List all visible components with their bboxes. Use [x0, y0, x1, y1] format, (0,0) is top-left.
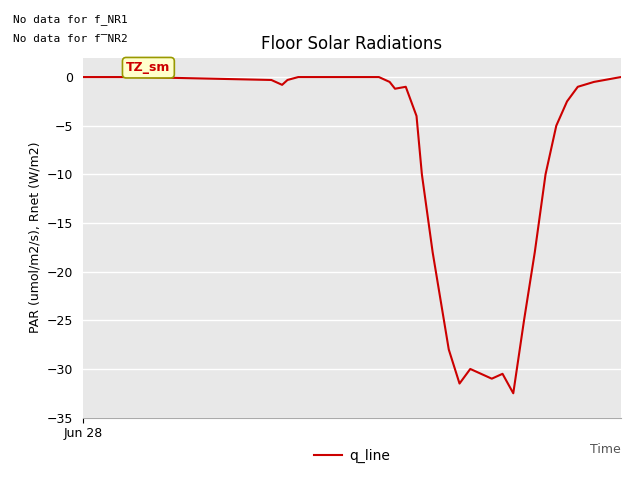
Text: TZ_sm: TZ_sm — [126, 61, 171, 74]
Title: Floor Solar Radiations: Floor Solar Radiations — [261, 35, 443, 53]
Legend: q_line: q_line — [308, 443, 396, 468]
Y-axis label: PAR (umol/m2/s), Rnet (W/m2): PAR (umol/m2/s), Rnet (W/m2) — [29, 142, 42, 333]
Text: Time: Time — [590, 443, 621, 456]
Text: No data for f̅NR2: No data for f̅NR2 — [13, 34, 127, 44]
Text: No data for f_NR1: No data for f_NR1 — [13, 14, 127, 25]
